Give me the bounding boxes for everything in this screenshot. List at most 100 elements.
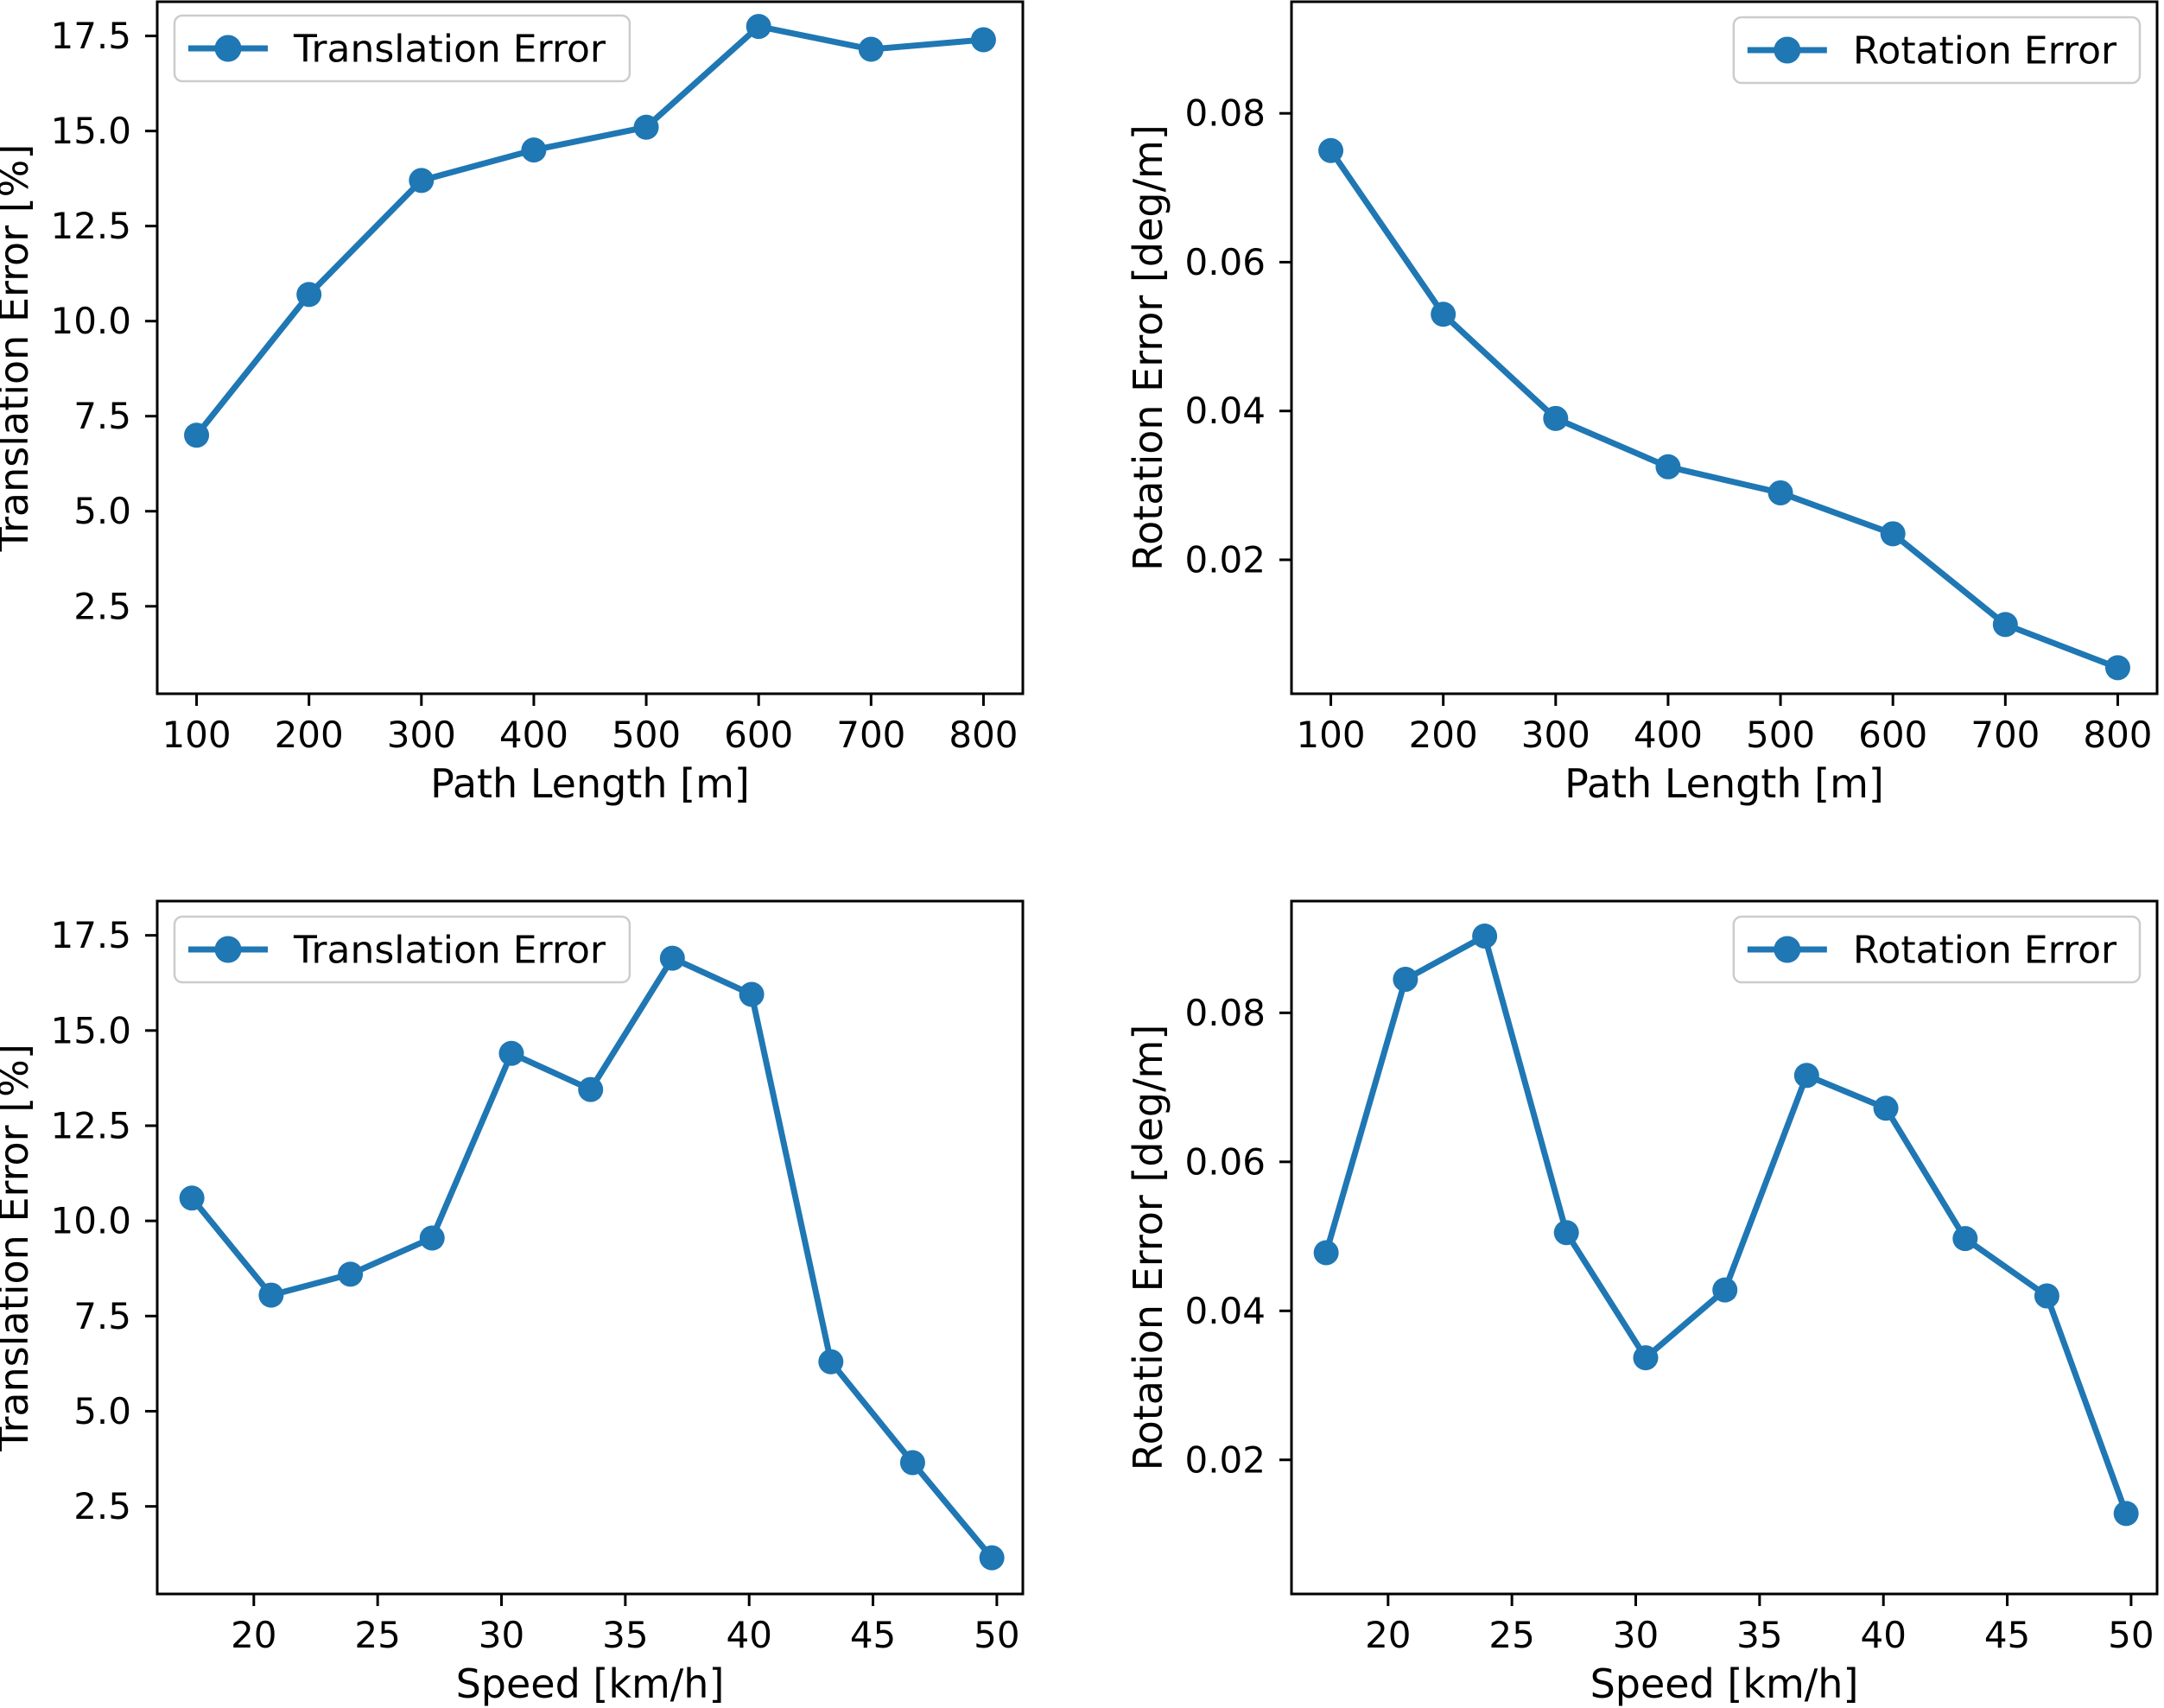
x-axis-label: Speed [km/h] [1590, 1660, 1859, 1707]
legend-sample-marker [214, 936, 242, 963]
chart-translation-error-vs-path-length: 100 200 300 400 500 600 700 800 2.5 5.0 7.5 10.0 12.… [0, 0, 1025, 807]
x-tick-label: 50 [974, 1614, 1019, 1656]
data-point [633, 114, 659, 140]
x-tick-label: 30 [479, 1614, 524, 1656]
data-point [899, 1450, 925, 1476]
data-point [818, 1349, 844, 1375]
x-tick-label: 300 [1521, 714, 1590, 756]
data-point [498, 1040, 524, 1066]
legend: Translation Error [173, 14, 631, 83]
data-point [1992, 612, 2018, 638]
legend-label: Rotation Error [1853, 29, 2117, 73]
x-tick-label: 35 [602, 1614, 648, 1656]
y-axis-label: Translation Error [%] [0, 144, 37, 553]
y-tick-label: 17.5 [50, 15, 131, 57]
x-tick-label: 300 [387, 714, 456, 756]
x-axis-label: Path Length [m] [1564, 760, 1884, 807]
data-point [2034, 1283, 2059, 1309]
data-point [296, 282, 322, 308]
data-line [194, 23, 987, 439]
data-point [1633, 1345, 1659, 1371]
x-tick-label: 40 [1860, 1614, 1906, 1656]
legend-sample-marker [214, 35, 242, 62]
data-point [179, 1185, 205, 1211]
legend: Rotation Error [1732, 16, 2142, 85]
x-tick-label: 700 [1970, 714, 2040, 756]
data-point [1472, 924, 1498, 949]
y-axis-label: Rotation Error [deg/m] [1125, 124, 1171, 571]
x-tick-label: 200 [1409, 714, 1478, 756]
data-point [258, 1282, 284, 1308]
chart-rotation-error-vs-speed: 20 25 30 35 40 45 50 0.02 0.04 0.06 0.08 Speed [km/… [1125, 899, 2159, 1707]
legend-label: Rotation Error [1853, 929, 2117, 973]
axes-frame [155, 0, 1025, 695]
data-point [2113, 1501, 2139, 1527]
x-tick-label: 25 [354, 1614, 400, 1656]
data-line [1328, 147, 2121, 671]
y-tick-label: 10.0 [50, 1200, 131, 1242]
legend-label: Translation Error [293, 28, 606, 72]
data-line [188, 955, 995, 1561]
y-tick-label: 7.5 [73, 395, 131, 437]
data-point [1431, 302, 1456, 327]
y-tick-label: 12.5 [50, 1104, 131, 1146]
y-tick-label: 5.0 [73, 490, 131, 532]
legend: Rotation Error [1732, 915, 2142, 984]
data-point [1880, 521, 1906, 547]
data-point [578, 1076, 604, 1102]
data-point [338, 1261, 364, 1287]
y-tick-label: 10.0 [50, 300, 131, 342]
data-point [858, 36, 884, 62]
data-point [2104, 655, 2130, 681]
y-tick-label: 0.08 [1184, 992, 1266, 1034]
x-tick-label: 100 [162, 714, 231, 756]
chart-translation-error-vs-speed: 20 25 30 35 40 45 50 2.5 5.0 7.5 10.0 12.5 15.0 17.5 S… [0, 899, 1025, 1707]
data-point [659, 945, 685, 971]
chart-rotation-error-vs-path-length: 100 200 300 400 500 600 700 800 0.02 0.04 0.06 0.08… [1125, 0, 2159, 807]
y-tick-label: 0.08 [1184, 92, 1266, 135]
axes-frame [155, 899, 1025, 1596]
y-tick-label: 0.02 [1184, 538, 1266, 581]
y-axis-label: Rotation Error [deg/m] [1125, 1025, 1171, 1471]
data-point [1318, 137, 1344, 163]
x-tick-label: 600 [724, 714, 793, 756]
data-point [521, 137, 547, 163]
x-tick-label: 45 [850, 1614, 896, 1656]
data-point [1393, 967, 1418, 993]
legend: Translation Error [173, 915, 631, 984]
data-point [1313, 1240, 1339, 1266]
data-point [409, 168, 435, 194]
data-point [1873, 1095, 1899, 1121]
x-tick-label: 100 [1296, 714, 1365, 756]
y-tick-label: 2.5 [73, 585, 131, 627]
data-point [184, 422, 210, 448]
data-point [1767, 479, 1793, 505]
y-tick-label: 0.06 [1184, 241, 1266, 283]
data-point [1543, 405, 1569, 431]
data-point [1952, 1226, 1978, 1252]
legend-box [1732, 16, 2142, 85]
axes-frame [1290, 899, 2159, 1596]
x-axis-label: Path Length [m] [430, 760, 750, 807]
x-axis-label: Speed [km/h] [456, 1660, 725, 1707]
y-tick-label: 15.0 [50, 1009, 131, 1051]
x-tick-label: 20 [231, 1614, 276, 1656]
x-tick-label: 45 [1984, 1614, 2030, 1656]
x-tick-label: 35 [1736, 1614, 1782, 1656]
data-point [739, 981, 765, 1007]
x-tick-label: 800 [949, 714, 1018, 756]
x-tick-label: 25 [1488, 1614, 1534, 1656]
legend-sample-marker [1774, 36, 1801, 64]
x-tick-label: 400 [1634, 714, 1703, 756]
legend-box [1732, 915, 2142, 984]
data-point [1793, 1063, 1819, 1089]
x-tick-label: 40 [726, 1614, 771, 1656]
x-tick-label: 700 [836, 714, 905, 756]
axes-frame [1290, 0, 2159, 695]
data-point [1712, 1277, 1738, 1303]
x-tick-label: 400 [499, 714, 568, 756]
data-point [1655, 454, 1681, 479]
y-tick-label: 0.06 [1184, 1140, 1266, 1183]
legend-box [173, 14, 631, 83]
